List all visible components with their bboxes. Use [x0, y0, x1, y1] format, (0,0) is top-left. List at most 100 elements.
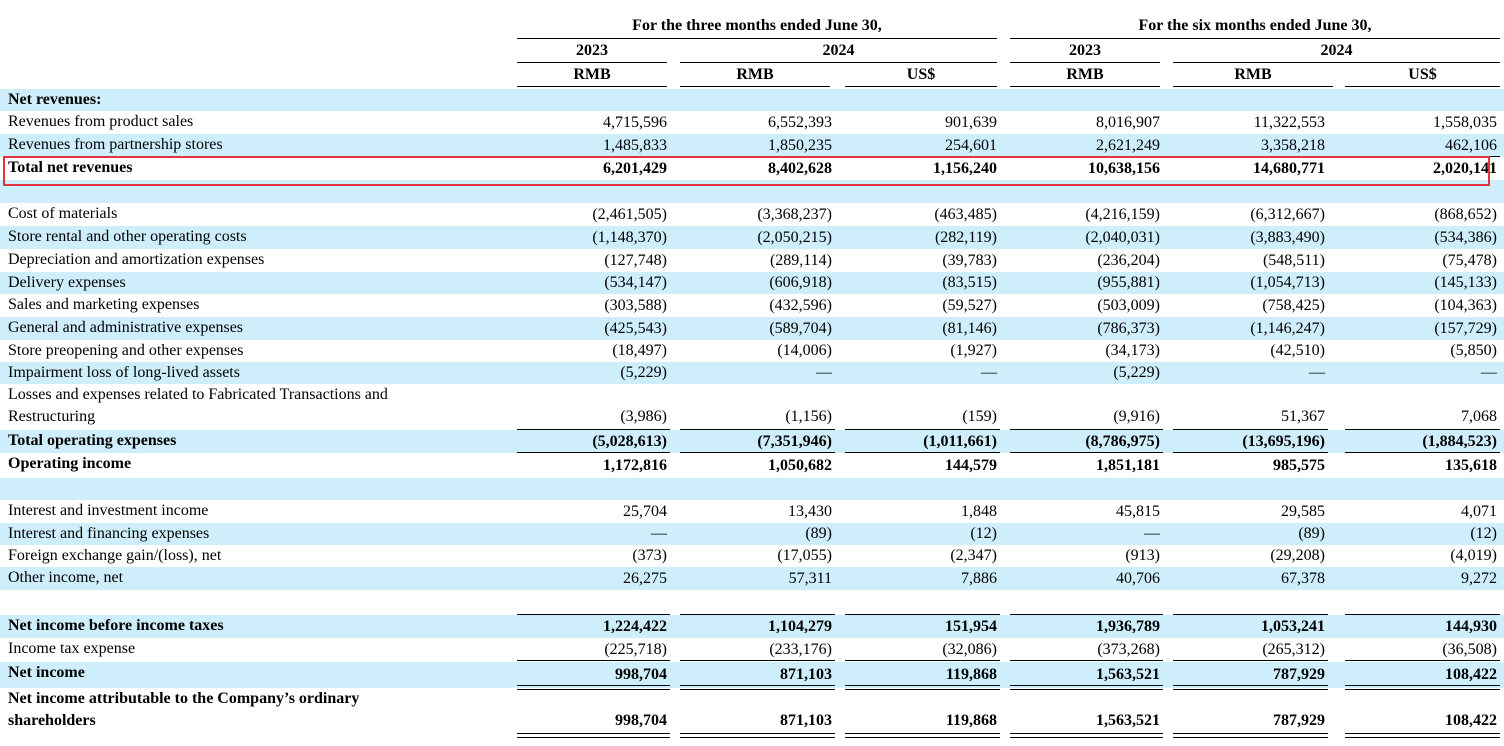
row-value-col-2: 1,050,682: [768, 456, 832, 474]
table-row: Losses and expenses related to Fabricate…: [0, 384, 1504, 430]
row-value-col-5: (42,510): [1270, 342, 1325, 359]
row-value-col-5: 29,585: [1281, 502, 1325, 520]
year-rule-2023-h: [1010, 62, 1160, 63]
row-value-col-3: (282,119): [934, 228, 997, 246]
row-value-col-1: 1,172,816: [603, 456, 667, 474]
row-value-col-5: —: [1309, 364, 1325, 381]
row-value-col-1: (225,718): [604, 641, 667, 658]
rule-below-total-operating-expenses-2: [680, 452, 835, 453]
row-value-col-1: (1,148,370): [592, 228, 667, 246]
rule-above-total-operating-expenses-5: [1173, 429, 1328, 430]
row-value-col-4: 8,016,907: [1096, 113, 1160, 131]
rule-above-total-operating-expenses-6: [1345, 429, 1500, 430]
year-rule-2024-h: [1173, 62, 1500, 63]
double-rule-below-net-income-1: [517, 685, 670, 690]
row-value-col-6: (1,884,523): [1422, 432, 1497, 450]
year-rule-2023-q: [517, 62, 667, 63]
row-value-col-3: 119,868: [945, 712, 997, 729]
row-value-col-3: (2,347): [950, 547, 997, 564]
row-value-col-1: (18,497): [612, 342, 667, 359]
rule-below-total-operating-expenses-1: [517, 452, 670, 453]
row-value-col-3: 901,639: [945, 113, 997, 131]
table-row: Delivery expenses (534,147) (606,918) (83,5…: [0, 272, 1504, 294]
row-value-col-3: 254,601: [945, 136, 997, 154]
rule-above-net-income-4: [1010, 660, 1163, 661]
row-label: Interest and financing expenses: [8, 525, 210, 542]
row-value-col-2: 1,104,279: [768, 617, 832, 635]
row-value-col-1: (127,748): [604, 251, 667, 269]
rule-above-net-income-2: [680, 660, 835, 661]
row-value-col-5: 14,680,771: [1253, 159, 1325, 177]
row-value-col-5: (265,312): [1262, 641, 1325, 658]
row-label: Revenues from product sales: [8, 113, 194, 130]
double-rule-below-attributable-2: [680, 733, 835, 738]
rule-above-net-income-6: [1345, 660, 1500, 661]
currency-col-1: RMB: [573, 66, 611, 83]
row-label: Store preopening and other expenses: [8, 342, 244, 359]
row-value-col-2: —: [816, 364, 832, 381]
double-rule-below-attributable-6: [1345, 733, 1500, 738]
year-2023-q: 2023: [576, 42, 608, 59]
row-value-col-6: 7,068: [1461, 408, 1497, 425]
row-value-col-3: (32,086): [942, 641, 997, 658]
row-value-col-1: 25,704: [623, 502, 667, 520]
row-value-col-1: —: [651, 525, 667, 542]
currency-col-2: RMB: [736, 66, 774, 83]
year-2023-h: 2023: [1069, 42, 1101, 59]
table-row: Net revenues:: [0, 89, 1504, 111]
row-value-col-1: (3,986): [620, 408, 667, 425]
table-row: Interest and financing expenses — (89) (12)…: [0, 523, 1504, 545]
double-rule-below-net-income-3: [845, 685, 1000, 690]
table-row: [0, 590, 1504, 615]
double-rule-below-net-income-6: [1345, 685, 1500, 690]
row-label: Depreciation and amortization expenses: [8, 251, 265, 268]
row-value-col-1: 998,704: [615, 666, 667, 683]
rule-above-total-operating-expenses-3: [845, 429, 1000, 430]
row-value-col-1: (373): [632, 547, 667, 564]
rule-above-total-operating-expenses-2: [680, 429, 835, 430]
row-value-col-6: (36,508): [1442, 641, 1497, 658]
row-value-col-6: —: [1481, 364, 1497, 381]
row-label-continued: Restructuring: [8, 408, 96, 425]
row-value-col-5: (548,511): [1262, 251, 1325, 269]
table-row: Net income before income taxes 1,224,422 1…: [0, 615, 1504, 638]
rule-below-total-operating-expenses-3: [845, 452, 1000, 453]
row-value-col-2: (289,114): [769, 251, 832, 269]
row-value-col-6: (104,363): [1434, 296, 1497, 314]
row-value-col-3: (39,783): [942, 251, 997, 269]
row-label: Revenues from partnership stores: [8, 136, 223, 153]
row-value-col-2: 871,103: [780, 666, 832, 683]
row-value-col-1: (2,461,505): [592, 205, 667, 223]
row-value-col-5: (6,312,667): [1250, 205, 1325, 223]
row-value-col-3: (463,485): [934, 205, 997, 223]
row-value-col-4: 1,563,521: [1096, 712, 1160, 729]
table-row: [0, 478, 1504, 500]
row-value-col-2: 6,552,393: [768, 113, 832, 131]
table-row: Store preopening and other expenses (18,4…: [0, 340, 1504, 362]
row-value-col-1: 6,201,429: [603, 159, 667, 177]
row-value-col-5: (1,054,713): [1250, 274, 1325, 291]
row-value-col-2: (606,918): [769, 274, 832, 291]
currency-rule-5: [1173, 86, 1333, 87]
table-row: Income tax expense (225,718) (233,176) (32,…: [0, 638, 1504, 662]
table-row: Revenues from product sales 4,715,596 6,55…: [0, 111, 1504, 134]
year-rule-2024-q: [680, 62, 997, 63]
row-value-col-3: 1,848: [961, 502, 997, 520]
year-2024-h: 2024: [1320, 42, 1353, 59]
header-three-months: For the three months ended June 30,: [632, 17, 882, 34]
double-rule-below-net-income-4: [1010, 685, 1163, 690]
row-value-col-5: (29,208): [1270, 547, 1325, 564]
rule-above-total-net-revenues-1: [517, 156, 670, 157]
currency-rule-1: [517, 86, 667, 87]
row-label: Net income attributable to the Company’s…: [8, 690, 360, 707]
row-label: Cost of materials: [8, 205, 118, 222]
row-value-col-6: 108,422: [1445, 712, 1497, 729]
row-label: Net income: [8, 664, 85, 681]
row-value-col-5: (3,883,490): [1250, 228, 1325, 246]
row-value-col-2: (233,176): [769, 641, 832, 658]
row-value-col-2: 13,430: [788, 502, 832, 520]
table-row: Total operating expenses (5,028,613) (7,35…: [0, 430, 1504, 453]
row-value-col-4: (5,229): [1113, 364, 1160, 381]
row-value-col-6: 108,422: [1445, 666, 1497, 683]
row-value-col-1: (5,229): [620, 364, 667, 381]
